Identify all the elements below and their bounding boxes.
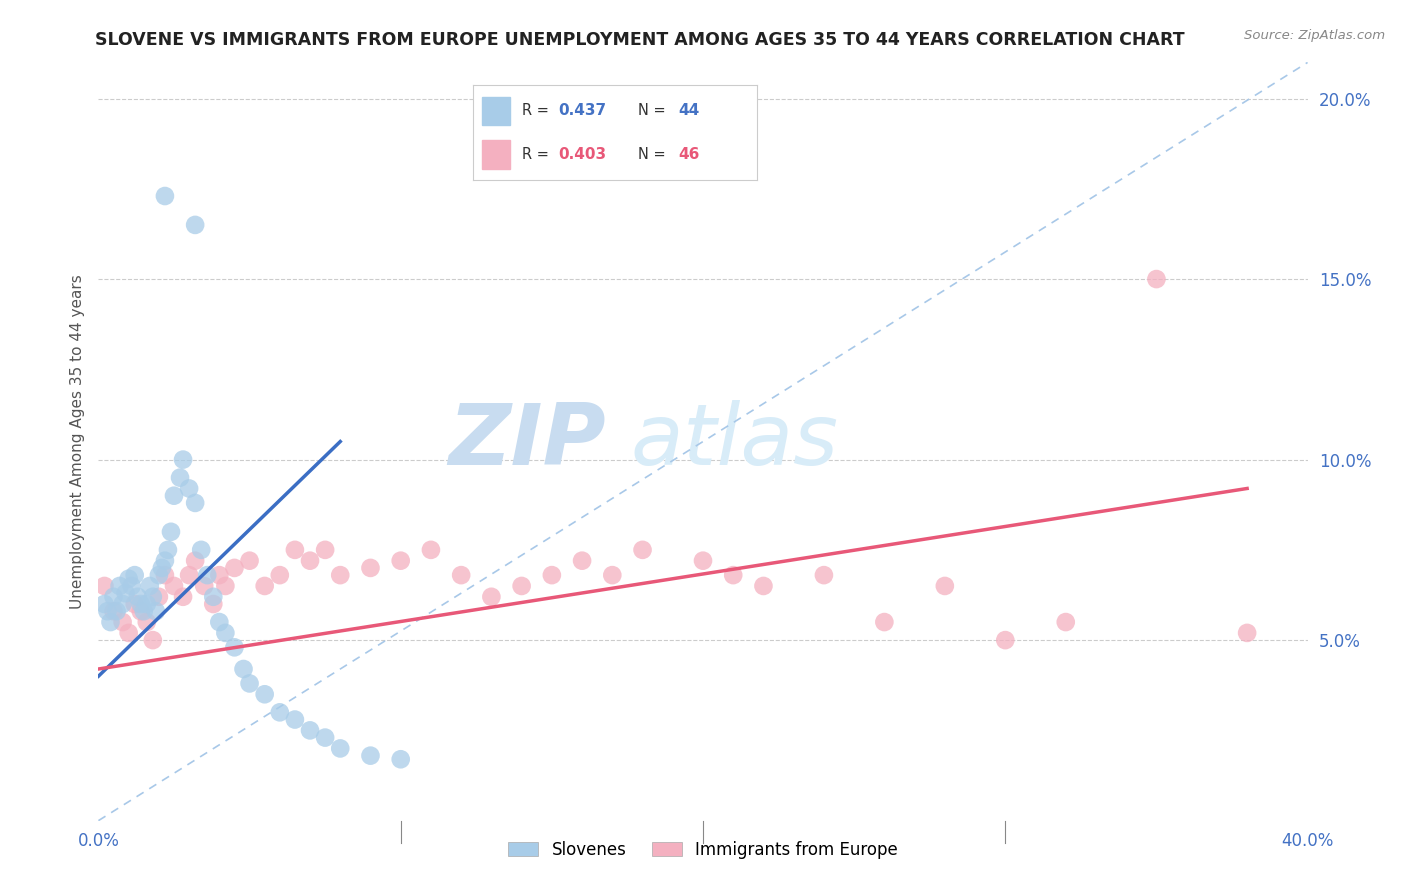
Point: [142, 633, 165, 648]
Point: [481, 590, 503, 604]
Point: [163, 489, 186, 503]
Point: [1144, 272, 1167, 286]
Point: [299, 554, 322, 568]
Point: [142, 590, 165, 604]
Point: [132, 604, 155, 618]
Point: [994, 633, 1017, 648]
Point: [124, 597, 146, 611]
Point: [103, 590, 125, 604]
Point: [160, 524, 183, 539]
Point: [153, 189, 176, 203]
Point: [873, 615, 896, 629]
Point: [360, 748, 382, 763]
Point: [208, 568, 231, 582]
Point: [314, 731, 336, 745]
Point: [224, 640, 246, 655]
Point: [631, 542, 654, 557]
Point: [1054, 615, 1077, 629]
Point: [232, 662, 254, 676]
Point: [93, 579, 115, 593]
Point: [118, 626, 141, 640]
Point: [163, 579, 186, 593]
Point: [145, 604, 167, 618]
Point: [195, 568, 218, 582]
Point: [135, 615, 157, 629]
Point: [202, 597, 225, 611]
Point: [269, 706, 291, 720]
Point: [135, 597, 157, 611]
Point: [96, 604, 118, 618]
Point: [127, 590, 149, 604]
Point: [193, 579, 215, 593]
Point: [389, 554, 412, 568]
Point: [114, 586, 136, 600]
Point: [214, 626, 236, 640]
Point: [314, 542, 336, 557]
Point: [253, 579, 276, 593]
Legend: Slovenes, Immigrants from Europe: Slovenes, Immigrants from Europe: [502, 834, 904, 865]
Point: [148, 590, 170, 604]
Point: [172, 590, 194, 604]
Point: [121, 579, 143, 593]
Point: [208, 615, 231, 629]
Point: [111, 597, 134, 611]
Text: atlas: atlas: [630, 400, 838, 483]
Point: [239, 554, 262, 568]
Point: [148, 568, 170, 582]
Point: [139, 579, 162, 593]
Point: [329, 741, 352, 756]
Point: [602, 568, 624, 582]
Point: [389, 752, 412, 766]
Text: Source: ZipAtlas.com: Source: ZipAtlas.com: [1244, 29, 1385, 42]
Point: [93, 597, 115, 611]
Y-axis label: Unemployment Among Ages 35 to 44 years: Unemployment Among Ages 35 to 44 years: [69, 274, 84, 609]
Text: ZIP: ZIP: [449, 400, 606, 483]
Point: [190, 542, 212, 557]
Point: [100, 615, 122, 629]
Point: [184, 496, 207, 510]
Point: [253, 687, 276, 701]
Point: [214, 579, 236, 593]
Point: [510, 579, 533, 593]
Point: [269, 568, 291, 582]
Point: [184, 218, 207, 232]
Point: [284, 713, 307, 727]
Point: [169, 470, 191, 484]
Point: [723, 568, 745, 582]
Point: [329, 568, 352, 582]
Point: [111, 615, 134, 629]
Point: [179, 568, 201, 582]
Point: [284, 542, 307, 557]
Point: [153, 568, 176, 582]
Point: [179, 482, 201, 496]
Point: [450, 568, 472, 582]
Point: [184, 554, 207, 568]
Point: [108, 579, 131, 593]
Point: [571, 554, 593, 568]
Point: [1236, 626, 1258, 640]
Point: [129, 597, 152, 611]
Point: [103, 604, 125, 618]
Point: [224, 561, 246, 575]
Point: [172, 452, 194, 467]
Point: [202, 590, 225, 604]
Point: [420, 542, 443, 557]
Point: [934, 579, 956, 593]
Point: [239, 676, 262, 690]
Point: [124, 568, 146, 582]
Point: [692, 554, 714, 568]
Point: [153, 554, 176, 568]
Point: [540, 568, 562, 582]
Point: [360, 561, 382, 575]
Text: SLOVENE VS IMMIGRANTS FROM EUROPE UNEMPLOYMENT AMONG AGES 35 TO 44 YEARS CORRELA: SLOVENE VS IMMIGRANTS FROM EUROPE UNEMPL…: [96, 31, 1184, 49]
Point: [118, 572, 141, 586]
Point: [752, 579, 775, 593]
Point: [129, 604, 152, 618]
Point: [105, 604, 128, 618]
Point: [156, 542, 179, 557]
Point: [299, 723, 322, 738]
Point: [813, 568, 835, 582]
Point: [150, 561, 173, 575]
